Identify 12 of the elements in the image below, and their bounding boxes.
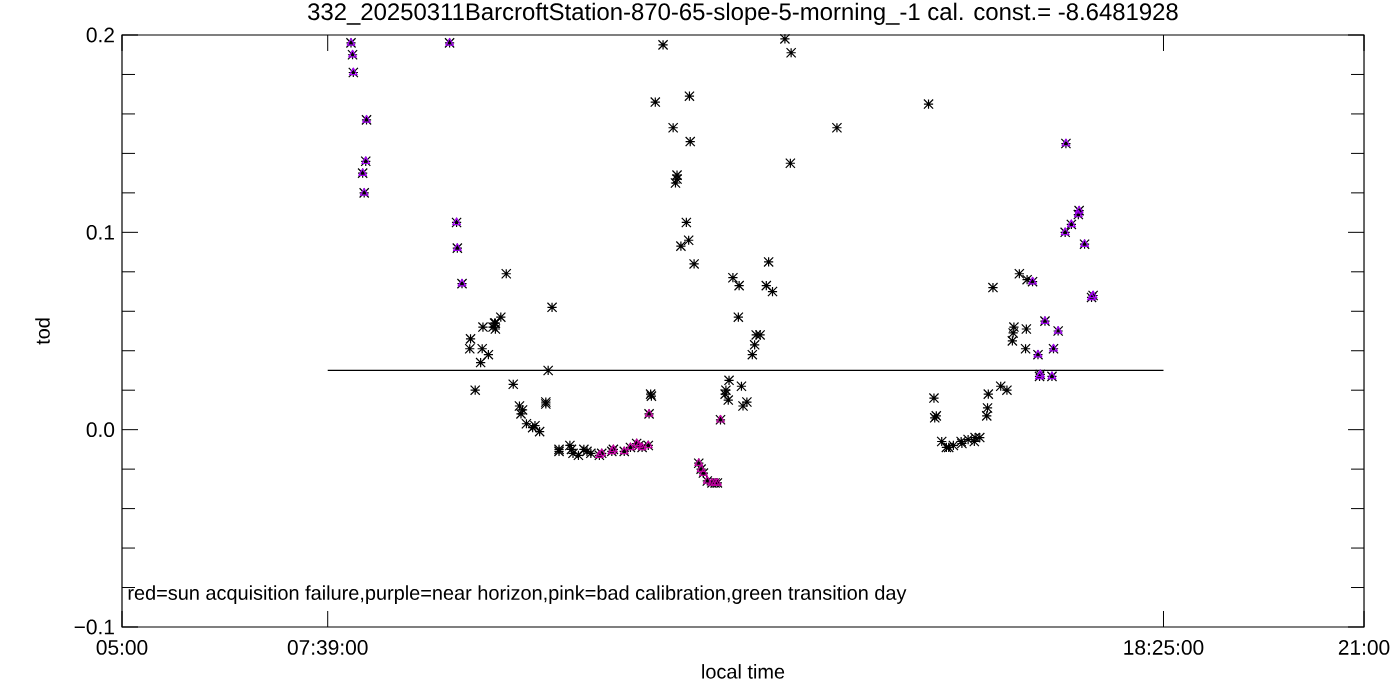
x-tick-label: 05:00 [96,640,148,655]
x-tick-label: 07:39:00 [287,640,368,655]
y-tick-label: −0.1 [74,619,114,635]
x-axis-title: local time [702,664,785,679]
y-tick-label: 0.0 [86,422,115,438]
x-tick-label: 18:25:00 [1124,640,1204,655]
chart-title: 332_20250311BarcroftStation-870-65-slope-5-morning_-1 cal. const.= -8.6481928 [308,2,1178,25]
y-tick-label: 0.1 [86,224,114,240]
y-axis-title: tod [35,318,50,345]
y-tick-label: 0.2 [86,27,114,43]
x-tick-label: 21:00 [1338,640,1390,655]
annotation: red=sun acquisition failure,purple=near horizon,pink=bad calibration,green transition day [128,585,907,604]
